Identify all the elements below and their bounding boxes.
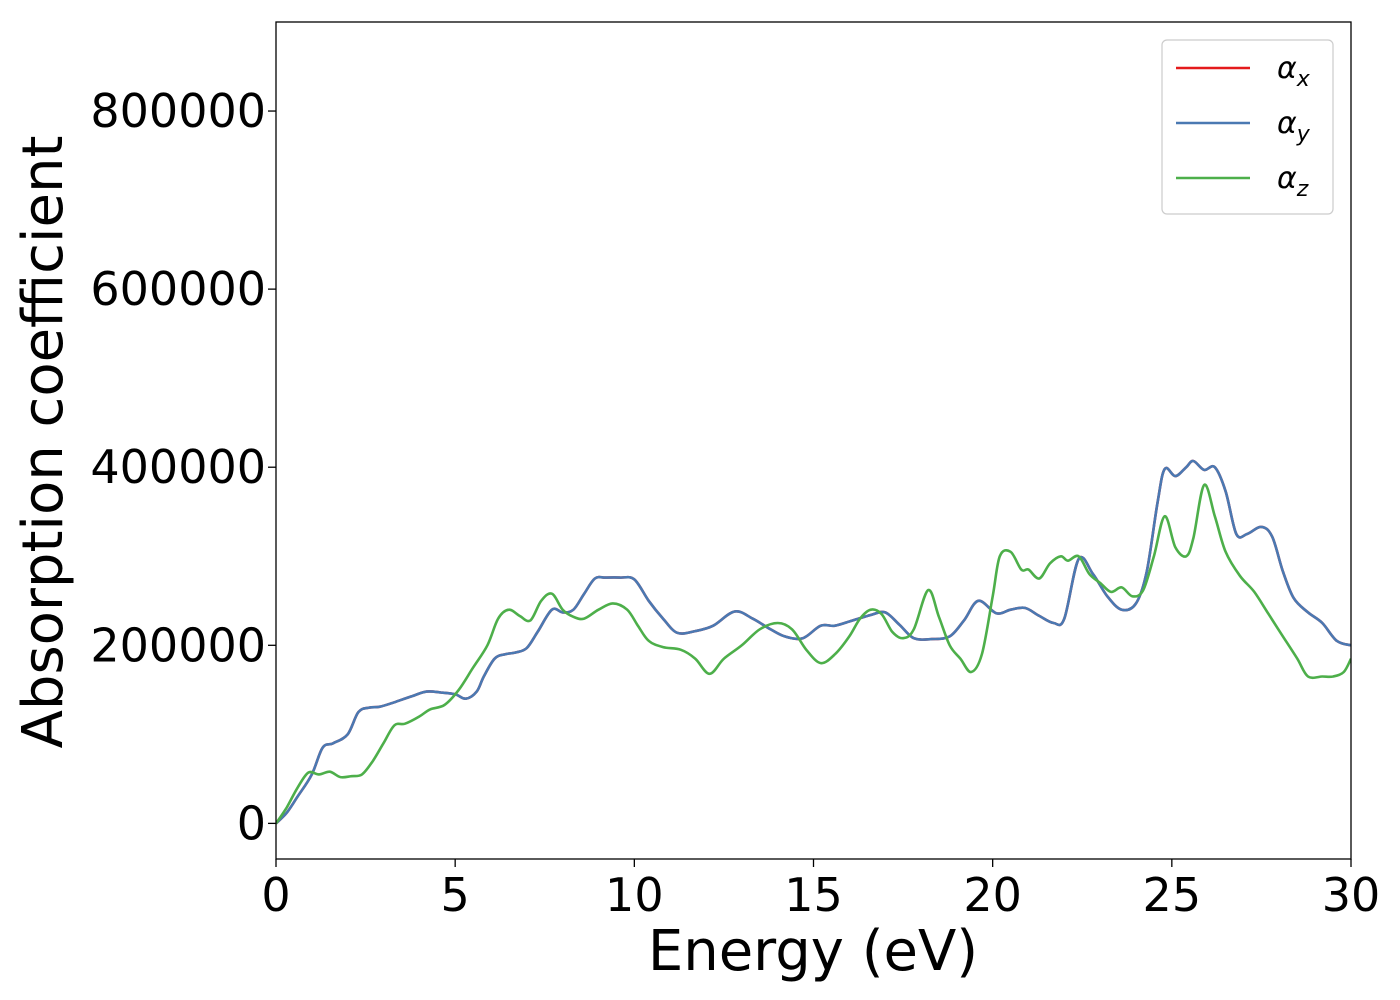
legend-label-alpha-y: αy: [1277, 106, 1311, 147]
y-tick-label: 400000: [90, 440, 266, 494]
legend-label-alpha-z: αz: [1277, 161, 1309, 202]
x-tick-label: 0: [261, 868, 290, 922]
y-tick-label: 600000: [90, 262, 266, 316]
x-axis-label: Energy (eV): [648, 919, 978, 984]
x-axis: 0 5 10 15 20 25 30: [261, 859, 1380, 922]
y-tick-label: 800000: [90, 84, 266, 138]
legend: αx αy αz: [1161, 39, 1334, 215]
y-axis-label: Absorption coefficient: [11, 136, 76, 749]
x-tick-label: 20: [963, 868, 1022, 922]
y-tick-label: 0: [237, 796, 266, 850]
x-tick-label: 25: [1143, 868, 1202, 922]
y-tick-label: 200000: [90, 618, 266, 672]
x-tick-label: 10: [605, 868, 664, 922]
legend-label-alpha-x: αx: [1277, 51, 1311, 92]
x-tick-label: 30: [1322, 868, 1381, 922]
y-axis: 0 200000 400000 600000 800000: [90, 84, 276, 850]
x-tick-label: 15: [784, 868, 843, 922]
series-line-alpha-z: [276, 483, 1351, 825]
series-layer: [276, 459, 1351, 825]
x-tick-label: 5: [441, 868, 470, 922]
legend-box: [1161, 39, 1334, 215]
series-line-alpha-y: [276, 459, 1351, 825]
